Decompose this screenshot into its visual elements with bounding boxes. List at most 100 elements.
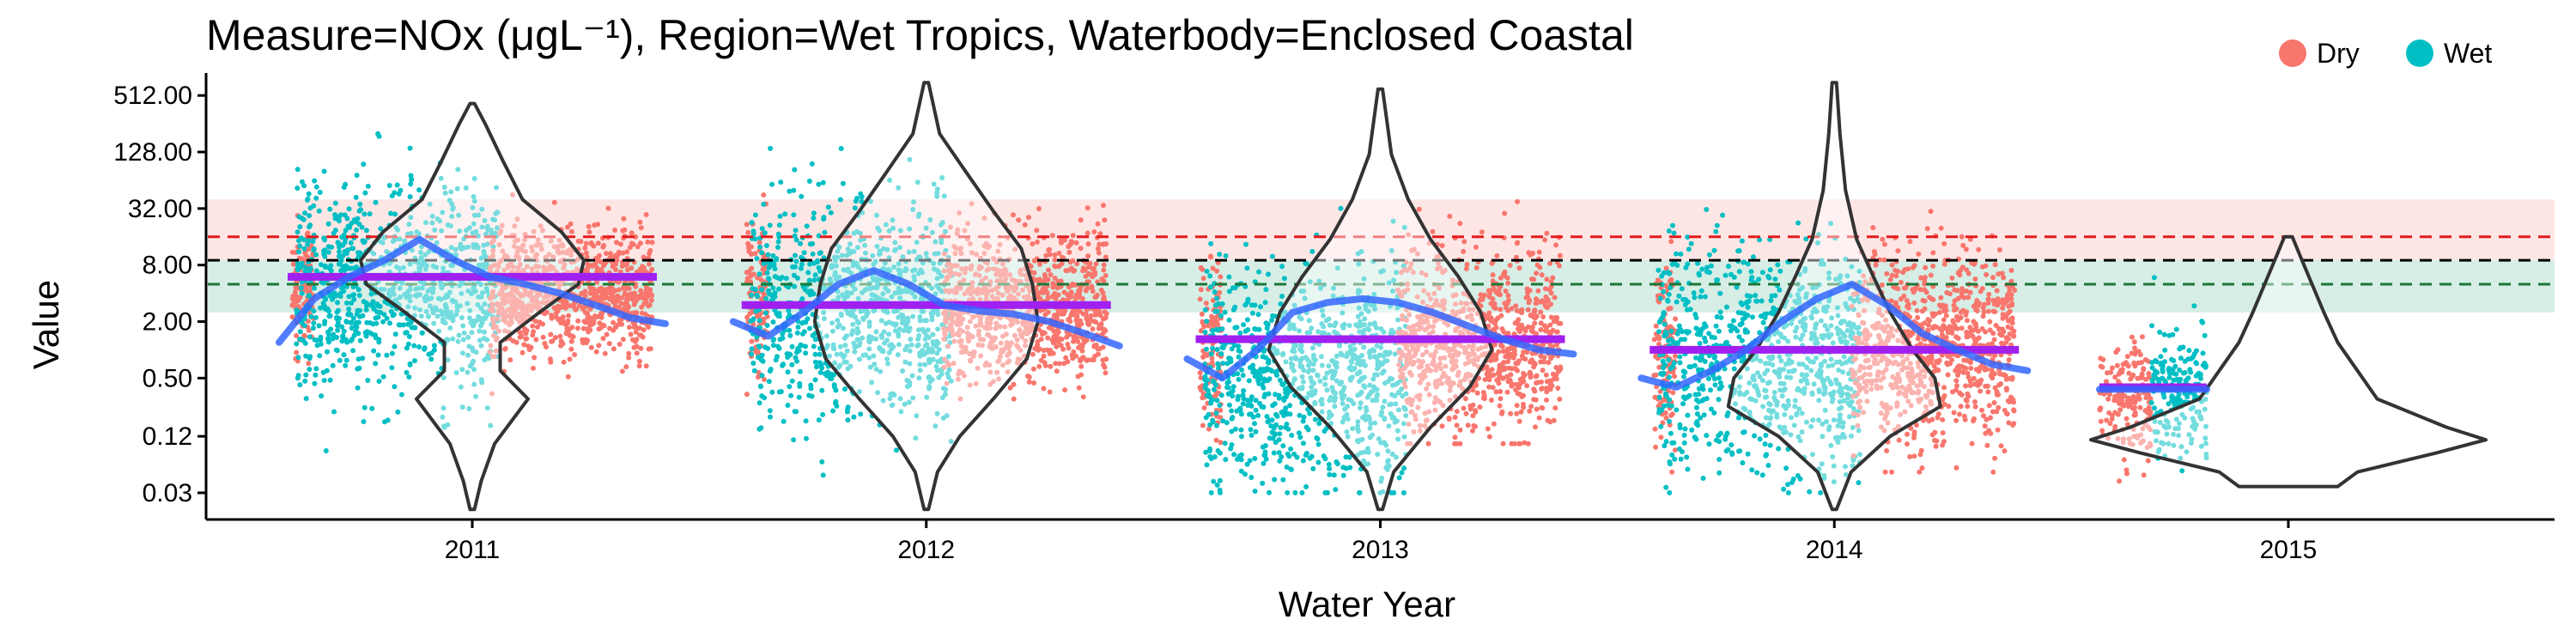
data-point	[508, 319, 514, 325]
data-point	[406, 334, 412, 339]
data-point	[469, 330, 475, 336]
data-point	[643, 212, 649, 217]
data-point	[758, 277, 764, 283]
data-point	[1230, 384, 1236, 390]
data-point	[380, 319, 386, 325]
data-point	[317, 353, 323, 359]
data-point	[1244, 265, 1250, 271]
data-point	[324, 368, 330, 374]
data-point	[499, 306, 505, 312]
data-point	[1078, 246, 1084, 252]
data-point	[582, 309, 588, 315]
data-point	[444, 305, 449, 311]
data-point	[521, 342, 527, 348]
data-point	[1043, 252, 1049, 258]
data-point	[477, 337, 483, 343]
data-point	[759, 393, 765, 399]
data-point	[483, 260, 489, 266]
data-point	[520, 307, 526, 313]
data-point	[1245, 296, 1251, 302]
data-point	[493, 348, 499, 354]
data-point	[400, 264, 406, 270]
data-point	[523, 312, 528, 318]
data-point	[803, 319, 809, 325]
data-point	[842, 386, 848, 392]
data-point	[335, 320, 341, 326]
data-point	[457, 228, 463, 234]
data-point	[1227, 356, 1233, 362]
data-point	[531, 228, 537, 234]
data-point	[1256, 326, 1262, 332]
data-point	[403, 330, 409, 336]
data-point	[1098, 287, 1104, 293]
data-point	[755, 275, 761, 281]
data-point	[613, 267, 618, 272]
data-point	[1070, 233, 1076, 239]
data-point	[1011, 396, 1017, 402]
data-point	[445, 222, 451, 228]
data-point	[295, 185, 301, 191]
data-point	[397, 285, 403, 291]
data-point	[750, 316, 756, 322]
data-point	[583, 250, 589, 256]
data-point	[767, 368, 773, 374]
data-point	[587, 327, 593, 333]
data-point	[298, 285, 304, 291]
data-point	[355, 331, 361, 337]
data-point	[769, 389, 775, 395]
data-point	[643, 299, 649, 305]
data-point	[631, 344, 637, 350]
data-point	[604, 251, 609, 257]
data-point	[471, 198, 477, 204]
data-point	[1061, 361, 1067, 367]
data-point	[393, 225, 399, 230]
data-point	[1102, 217, 1108, 223]
data-point	[348, 337, 354, 343]
data-point	[620, 250, 626, 256]
data-point	[416, 187, 422, 193]
data-point	[339, 338, 345, 344]
data-point	[453, 312, 459, 318]
data-point	[494, 225, 500, 231]
data-point	[423, 308, 429, 314]
data-point	[778, 179, 784, 185]
data-point	[1229, 346, 1235, 352]
data-point	[750, 361, 756, 366]
data-point	[386, 183, 392, 188]
data-point	[1080, 394, 1086, 400]
data-point	[630, 291, 636, 297]
data-point	[307, 355, 313, 361]
data-point	[588, 322, 594, 328]
data-point	[1232, 426, 1238, 432]
data-point	[1200, 266, 1206, 272]
data-point	[1276, 437, 1282, 442]
data-point	[323, 296, 329, 302]
data-point	[1249, 310, 1255, 316]
data-point	[438, 296, 444, 302]
data-point	[343, 300, 349, 306]
reference-band-1	[208, 199, 2555, 261]
data-point	[458, 384, 464, 390]
data-point	[1062, 387, 1068, 393]
data-point	[355, 307, 361, 313]
data-point	[481, 248, 487, 254]
data-point	[448, 310, 454, 315]
data-point	[626, 350, 632, 356]
data-point	[1217, 477, 1223, 483]
data-point	[530, 248, 535, 254]
data-point	[434, 240, 440, 246]
data-point	[1248, 427, 1254, 433]
data-point	[756, 271, 762, 277]
data-point	[1225, 385, 1231, 391]
data-point	[310, 239, 316, 245]
data-point	[812, 351, 818, 357]
data-point	[801, 250, 807, 256]
data-point	[478, 343, 484, 349]
data-point	[1264, 325, 1270, 331]
data-point	[489, 354, 495, 360]
data-point	[299, 290, 305, 296]
data-point	[440, 414, 446, 420]
data-point	[620, 337, 626, 343]
data-point	[1203, 346, 1209, 352]
data-point	[493, 337, 499, 343]
